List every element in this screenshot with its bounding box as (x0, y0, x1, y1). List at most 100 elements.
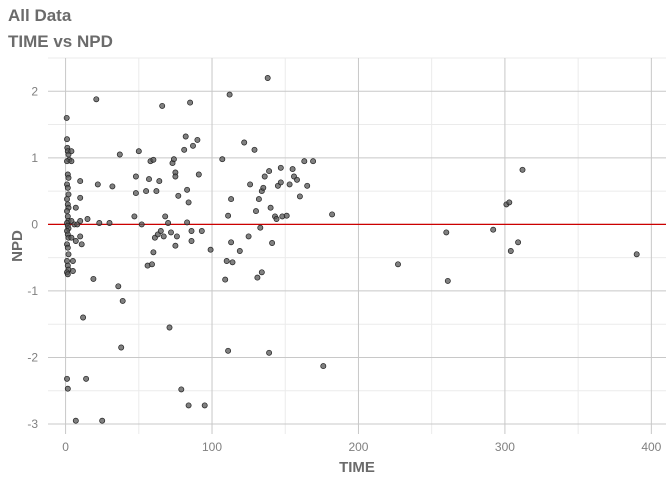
data-point (266, 168, 273, 175)
data-point (149, 261, 155, 268)
data-point (94, 181, 101, 188)
data-point (172, 173, 179, 180)
data-point (194, 136, 201, 143)
data-point (172, 242, 179, 249)
data-point (443, 229, 450, 236)
data-point (228, 196, 235, 203)
data-point (269, 240, 276, 246)
data-point (80, 314, 87, 321)
data-point (131, 213, 138, 220)
data-point (64, 184, 71, 191)
data-point (162, 213, 169, 220)
y-tick-label: -3 (27, 417, 38, 431)
data-point (119, 297, 126, 304)
y-axis-title: NPD (9, 230, 26, 262)
data-point (320, 363, 327, 370)
data-point (296, 193, 303, 200)
data-point (156, 178, 163, 185)
data-point (187, 99, 194, 106)
data-point (77, 233, 84, 240)
data-point (65, 174, 72, 181)
data-point (506, 199, 513, 206)
data-point (132, 173, 139, 180)
data-point (106, 220, 113, 226)
data-point (173, 233, 180, 240)
data-point (96, 220, 103, 226)
data-point (304, 182, 311, 189)
data-point (64, 271, 71, 278)
data-point (310, 158, 317, 165)
data-point (135, 148, 142, 155)
data-point (69, 268, 76, 274)
data-point (78, 241, 85, 248)
data-point (181, 146, 188, 153)
data-point (301, 158, 308, 165)
data-point (84, 216, 91, 222)
data-point (198, 228, 205, 234)
data-point (251, 146, 258, 153)
data-point (64, 208, 70, 215)
data-point (185, 402, 192, 409)
data-point (132, 190, 139, 197)
major-gridlines (48, 58, 666, 434)
data-point (64, 136, 70, 143)
data-point (266, 349, 273, 356)
chart-title: All Data (8, 6, 72, 25)
data-point (157, 228, 164, 234)
data-point (68, 158, 75, 165)
data-point (289, 166, 296, 173)
x-tick-label: 300 (495, 440, 515, 454)
data-point (72, 238, 79, 244)
data-point (190, 142, 196, 149)
data-point (138, 221, 145, 228)
data-point (184, 186, 191, 193)
data-point (175, 192, 182, 199)
data-point (444, 277, 451, 284)
y-tick-label: 1 (31, 151, 38, 165)
data-point (115, 283, 122, 290)
data-point (63, 114, 70, 121)
data-point (264, 75, 271, 81)
data-point (515, 239, 522, 246)
data-point (254, 274, 261, 281)
x-tick-label: 0 (62, 440, 69, 454)
data-point (77, 218, 84, 224)
data-point (64, 385, 71, 392)
data-point (260, 184, 267, 191)
x-tick-label: 400 (641, 440, 661, 454)
data-point (68, 234, 75, 241)
x-tick-label: 100 (202, 440, 222, 454)
data-point (241, 139, 248, 146)
data-point (226, 91, 233, 98)
data-point (633, 251, 640, 258)
data-point (116, 151, 123, 158)
data-point (261, 173, 268, 180)
data-point (229, 259, 236, 266)
data-point (83, 375, 90, 382)
data-point (247, 181, 254, 188)
data-point (182, 133, 189, 140)
data-point (225, 212, 232, 219)
y-tick-label: 0 (31, 217, 38, 231)
data-point (225, 347, 232, 354)
data-point (236, 248, 243, 254)
data-point (146, 176, 152, 183)
data-point (253, 208, 259, 215)
data-point (64, 196, 70, 203)
data-point (165, 220, 172, 226)
data-point (72, 204, 79, 211)
y-tick-label: 2 (31, 84, 38, 98)
data-point (150, 249, 157, 256)
data-point (77, 194, 84, 201)
data-point (277, 179, 284, 186)
data-point (118, 344, 125, 351)
data-point (166, 324, 173, 331)
data-point (228, 239, 235, 246)
x-tick-label: 200 (348, 440, 368, 454)
data-point (150, 156, 157, 163)
data-point (99, 417, 106, 424)
data-point (184, 219, 191, 226)
data-point (68, 148, 75, 155)
data-point (178, 386, 185, 393)
